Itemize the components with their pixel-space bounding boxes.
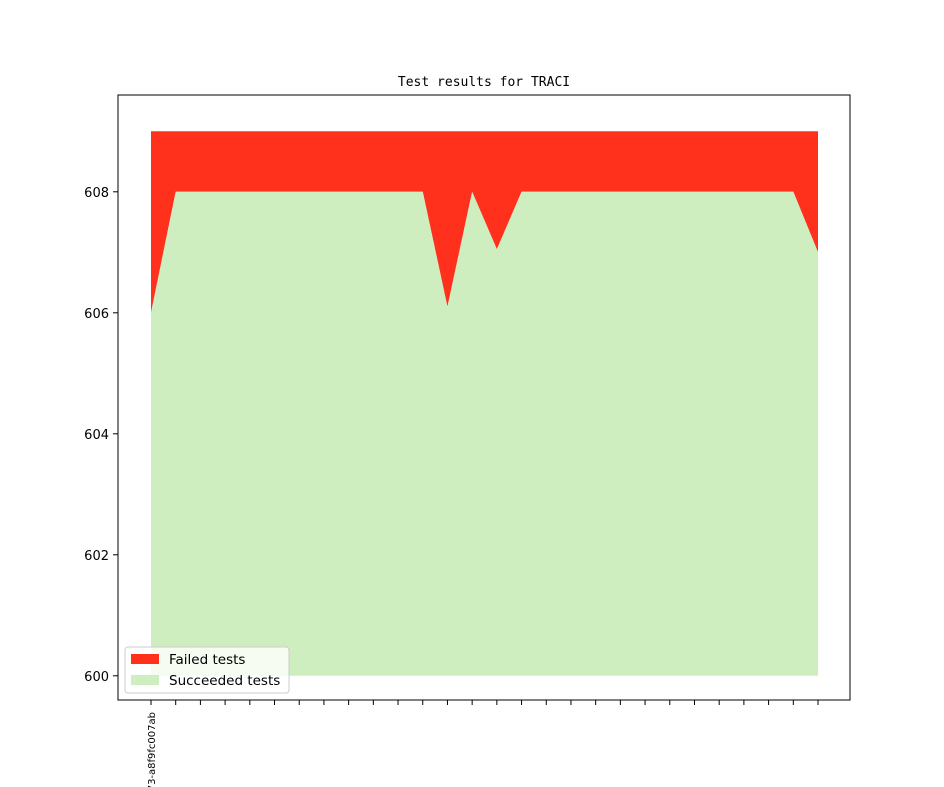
y-tick-label: 608 bbox=[84, 186, 109, 201]
legend-label-succeeded: Succeeded tests bbox=[169, 673, 280, 689]
legend-label-failed: Failed tests bbox=[169, 652, 245, 668]
area-failed-tests bbox=[151, 131, 818, 313]
y-tick-label: 602 bbox=[84, 549, 109, 564]
y-axis: 600 602 604 606 608 bbox=[84, 186, 118, 685]
y-tick-label: 604 bbox=[84, 428, 109, 443]
plot-area: 600 602 604 606 608 73-a8f9fc007ab bbox=[84, 94, 851, 787]
legend-swatch-failed bbox=[131, 654, 159, 664]
area-succeeded-tests bbox=[151, 191, 818, 676]
x-axis: 73-a8f9fc007ab bbox=[147, 700, 819, 787]
legend-frame bbox=[124, 646, 290, 694]
chart-title: Test results for TRACI bbox=[398, 75, 570, 90]
x-tick-label: 73-a8f9fc007ab bbox=[147, 712, 158, 787]
legend: Failed tests Succeeded tests bbox=[124, 646, 290, 694]
y-tick-label: 606 bbox=[84, 307, 109, 322]
legend-swatch-succeeded bbox=[131, 675, 159, 685]
axes-frame bbox=[117, 94, 851, 701]
y-tick-label: 600 bbox=[84, 670, 109, 685]
